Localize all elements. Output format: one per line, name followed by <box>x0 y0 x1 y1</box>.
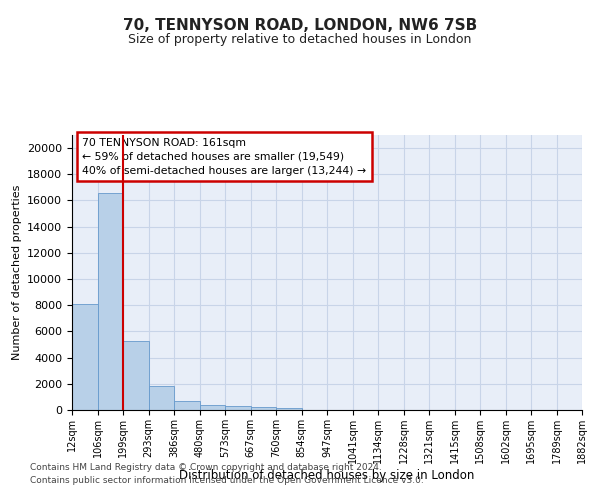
Bar <box>123 340 149 410</box>
Text: 70, TENNYSON ROAD, LONDON, NW6 7SB: 70, TENNYSON ROAD, LONDON, NW6 7SB <box>123 18 477 32</box>
X-axis label: Distribution of detached houses by size in London: Distribution of detached houses by size … <box>179 468 475 481</box>
Y-axis label: Number of detached properties: Number of detached properties <box>11 185 22 360</box>
Bar <box>276 408 302 410</box>
Bar <box>98 192 123 410</box>
Bar <box>149 386 174 410</box>
Bar <box>72 304 98 410</box>
Text: 70 TENNYSON ROAD: 161sqm
← 59% of detached houses are smaller (19,549)
40% of se: 70 TENNYSON ROAD: 161sqm ← 59% of detach… <box>82 138 367 176</box>
Text: Contains HM Land Registry data © Crown copyright and database right 2024.: Contains HM Land Registry data © Crown c… <box>30 464 382 472</box>
Bar <box>174 401 200 410</box>
Bar <box>200 406 225 410</box>
Bar <box>251 408 276 410</box>
Text: Contains public sector information licensed under the Open Government Licence v3: Contains public sector information licen… <box>30 476 424 485</box>
Bar <box>225 406 251 410</box>
Text: Size of property relative to detached houses in London: Size of property relative to detached ho… <box>128 32 472 46</box>
